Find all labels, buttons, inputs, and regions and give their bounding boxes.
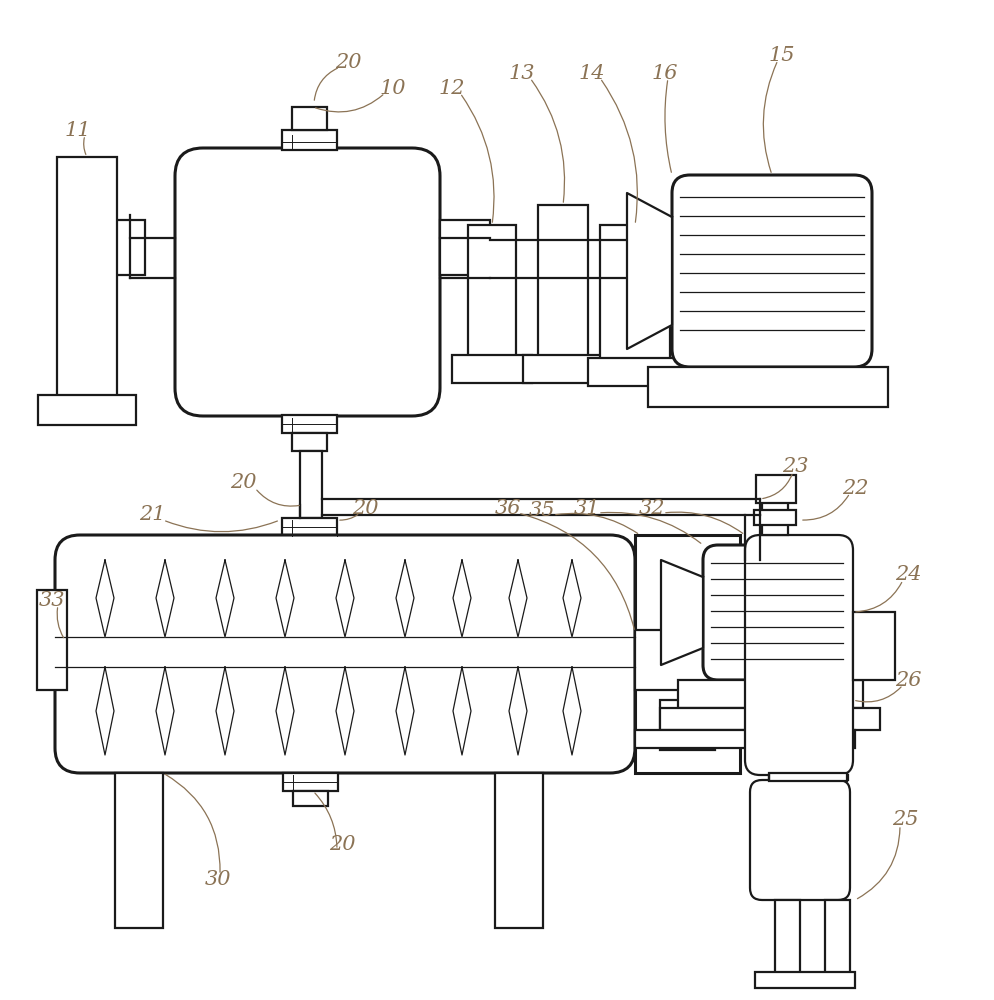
Bar [494, 773, 543, 928]
FancyBboxPatch shape [55, 535, 634, 773]
Bar [291, 433, 327, 451]
Bar [523, 355, 602, 383]
Bar [647, 367, 887, 407]
FancyBboxPatch shape [745, 535, 852, 775]
Polygon shape [452, 560, 470, 637]
Text: 20: 20 [334, 53, 361, 72]
Polygon shape [509, 667, 527, 755]
Bar [281, 518, 337, 536]
Bar [115, 773, 163, 928]
Bar [292, 791, 328, 806]
Bar [754, 972, 854, 988]
Polygon shape [563, 667, 580, 755]
Text: 10: 10 [380, 79, 406, 98]
Bar [281, 130, 337, 150]
Polygon shape [336, 667, 354, 755]
Polygon shape [396, 560, 414, 637]
Text: 36: 36 [494, 498, 521, 518]
Text: 30: 30 [205, 870, 231, 890]
Text: 14: 14 [579, 64, 604, 83]
Text: 15: 15 [768, 46, 794, 65]
FancyBboxPatch shape [749, 780, 849, 900]
Text: 11: 11 [65, 121, 91, 140]
Text: 21: 21 [138, 506, 165, 524]
Bar [451, 355, 532, 383]
Polygon shape [452, 667, 470, 755]
Text: 20: 20 [352, 498, 378, 518]
Bar [300, 451, 322, 518]
Polygon shape [216, 667, 234, 755]
Polygon shape [156, 667, 174, 755]
Bar [115, 220, 145, 275]
Text: 35: 35 [528, 500, 555, 520]
Bar [677, 680, 862, 708]
Polygon shape [626, 193, 671, 349]
Polygon shape [95, 560, 114, 637]
Polygon shape [563, 560, 580, 637]
Polygon shape [509, 560, 527, 637]
Bar [768, 773, 846, 781]
Text: 13: 13 [508, 64, 535, 83]
Bar [753, 510, 795, 525]
Bar [587, 358, 682, 386]
Polygon shape [275, 560, 293, 637]
Bar [467, 225, 516, 365]
Bar [538, 205, 587, 365]
Bar [634, 630, 740, 690]
Polygon shape [95, 667, 114, 755]
FancyBboxPatch shape [703, 545, 850, 680]
Polygon shape [275, 667, 293, 755]
FancyBboxPatch shape [175, 148, 439, 416]
Text: 22: 22 [841, 479, 868, 497]
Bar [37, 590, 67, 690]
Bar [761, 499, 787, 535]
Bar [634, 535, 740, 773]
Text: 12: 12 [438, 79, 465, 98]
Bar [599, 225, 669, 370]
Bar [57, 157, 117, 417]
Bar [634, 730, 854, 748]
Bar [774, 900, 799, 975]
Bar [291, 107, 327, 130]
Bar [659, 708, 879, 730]
Text: 24: 24 [894, 566, 920, 584]
Bar [38, 395, 136, 425]
Text: 16: 16 [651, 64, 678, 83]
Bar [439, 220, 489, 275]
Text: 26: 26 [894, 670, 920, 690]
Bar [291, 536, 327, 551]
Bar [281, 415, 337, 433]
Text: 25: 25 [891, 810, 917, 829]
Polygon shape [216, 560, 234, 637]
Polygon shape [156, 560, 174, 637]
Bar [659, 700, 715, 750]
Bar [852, 612, 894, 680]
Polygon shape [336, 560, 354, 637]
Bar [824, 900, 849, 975]
Text: 33: 33 [39, 590, 66, 609]
Bar [282, 773, 338, 791]
Text: 31: 31 [574, 498, 599, 518]
Polygon shape [396, 667, 414, 755]
Bar [755, 475, 795, 503]
Text: 20: 20 [328, 835, 355, 854]
FancyBboxPatch shape [671, 175, 871, 367]
Text: 20: 20 [230, 474, 256, 492]
Polygon shape [660, 560, 703, 665]
Text: 32: 32 [638, 498, 665, 518]
Text: 23: 23 [781, 458, 807, 477]
